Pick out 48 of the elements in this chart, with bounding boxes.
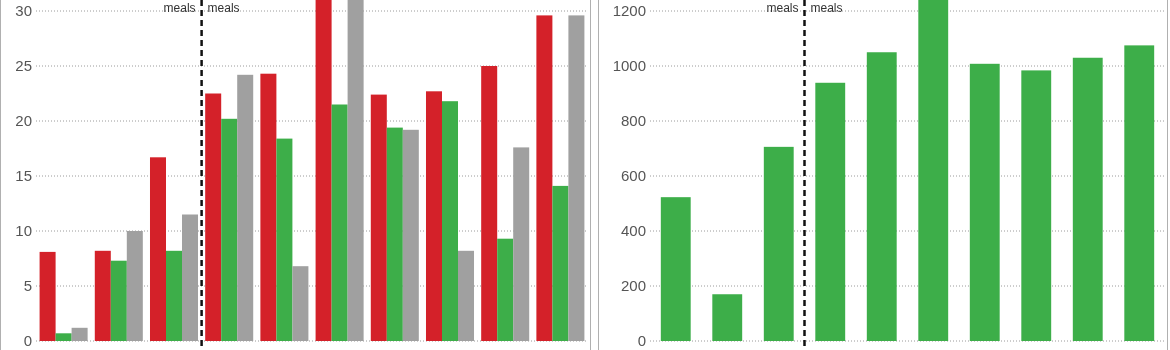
bar [315, 0, 332, 341]
bar [425, 91, 442, 341]
bar [331, 104, 348, 341]
bar [918, 0, 949, 341]
bar [1021, 70, 1052, 341]
bar [276, 138, 293, 341]
y-tick-label: 800 [620, 112, 646, 130]
bar [39, 251, 56, 341]
bar [660, 197, 691, 341]
bar [442, 101, 458, 341]
bar [149, 157, 166, 341]
y-tick-label: 25 [15, 57, 32, 75]
bar [94, 250, 111, 341]
y-tick-label: 10 [15, 222, 32, 240]
bar [260, 73, 277, 341]
y-tick-label: 15 [15, 167, 32, 185]
y-tick-label: 0 [23, 332, 32, 350]
y-tick-label: 0 [637, 332, 646, 350]
bar [497, 238, 514, 341]
bar [55, 333, 72, 341]
y-tick-label: 1000 [612, 57, 646, 75]
bar [815, 82, 846, 341]
bar [866, 52, 897, 341]
y-tick-label: 1200 [612, 2, 646, 20]
y-tick-label: 5 [23, 277, 32, 295]
bar [205, 93, 222, 341]
y-tick-label: 400 [620, 222, 646, 240]
bar [536, 15, 553, 341]
bar [763, 146, 794, 341]
y-tick-label: 30 [15, 2, 32, 20]
y-tick-label: 20 [15, 112, 32, 130]
annotation: meals [207, 1, 240, 15]
bar [1124, 45, 1155, 341]
bar [370, 94, 387, 341]
annotation: meals [766, 1, 799, 15]
bar [166, 250, 182, 341]
bar [552, 185, 569, 341]
bar [969, 63, 1000, 341]
bar [110, 260, 127, 341]
annotation: meals [810, 1, 843, 15]
y-tick-label: 200 [620, 277, 646, 295]
bar [221, 118, 238, 341]
bar [386, 127, 403, 341]
y-tick-label: 600 [620, 167, 646, 185]
bar [1072, 57, 1103, 341]
annotation: meals [163, 1, 196, 15]
bar [712, 294, 743, 341]
bar [481, 66, 498, 341]
